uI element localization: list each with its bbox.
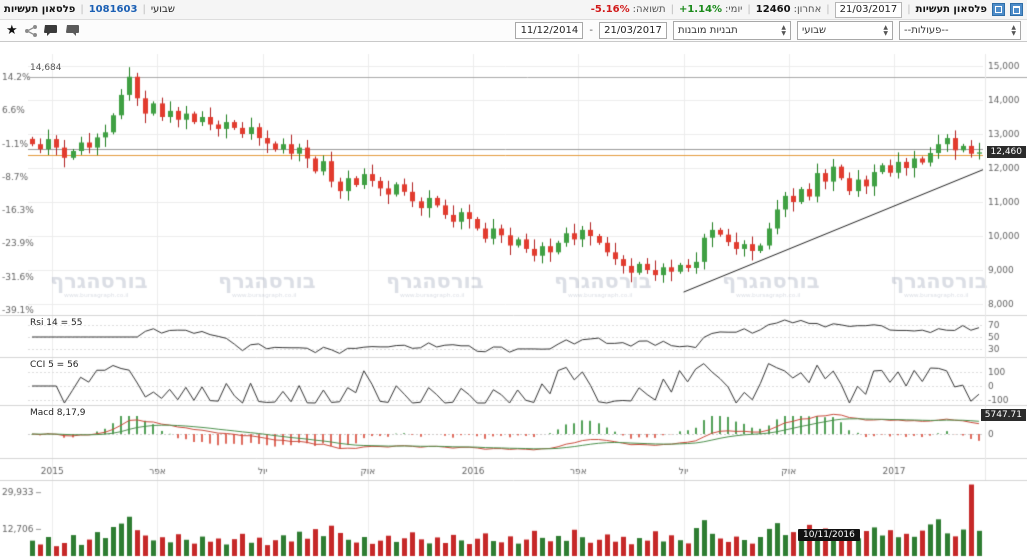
chart-area[interactable]: 14,684 12,460 Rsi 14 = 55 CCI 5 = 56 Mac… — [0, 42, 1027, 558]
separator: | — [670, 4, 674, 15]
share-icon[interactable] — [24, 24, 38, 38]
quote-date: 21/03/2017 — [834, 1, 903, 18]
macd-value-badge: 5747.71 — [980, 409, 1026, 421]
actions-dropdown[interactable]: --פעולות-- ▲ ▼ — [899, 21, 1021, 40]
comments-icon[interactable] — [43, 24, 59, 37]
rsi-pane-label: Rsi 14 = 55 — [30, 318, 83, 328]
expand-icon — [1013, 5, 1020, 14]
templates-dropdown[interactable]: תבניות מובנות ▲ ▼ — [673, 21, 791, 40]
separator: | — [826, 4, 830, 15]
price-chart-canvas[interactable] — [0, 42, 1027, 558]
security-title: פלסאון תעשיות — [4, 4, 76, 15]
separator: | — [142, 4, 146, 15]
separator: | — [907, 4, 911, 15]
high-price-label: 14,684 — [30, 63, 62, 73]
daily-change-value: +1.14% — [678, 4, 723, 15]
toolbar: ★ 11/12/2014 - 21/03/2017 תבניות מובנות … — [0, 20, 1027, 42]
last-price-value: 12460 — [755, 4, 791, 15]
security-title-right: פלסאון תעשיות — [915, 4, 987, 15]
chevron-down-icon: ▲ ▼ — [1011, 23, 1016, 37]
actions-dropdown-value: --פעולות-- — [904, 25, 949, 36]
timeframe-dropdown[interactable]: שבועי ▲ ▼ — [797, 21, 893, 40]
last-price-badge: 12,460 — [986, 146, 1026, 158]
timeframe-dropdown-value: שבועי — [802, 25, 827, 36]
security-id: 1081603 — [88, 4, 138, 15]
expand-button[interactable] — [1010, 3, 1023, 16]
header-bar: פלסאון תעשיות | 1081603 | שבועי -5.16% ת… — [0, 0, 1027, 20]
return-value: -5.16% — [590, 4, 630, 15]
return-label: תשואה: — [632, 4, 666, 15]
chevron-down-icon: ▲ ▼ — [781, 23, 786, 37]
panel-toggle-button[interactable] — [992, 3, 1005, 16]
last-price-label: אחרון: — [793, 4, 822, 15]
volume-date-tooltip: 10/11/2016 — [798, 529, 860, 541]
templates-dropdown-value: תבניות מובנות — [678, 25, 738, 36]
chat-icon[interactable] — [65, 24, 80, 37]
date-from-input[interactable]: 11/12/2014 — [515, 22, 584, 39]
separator: | — [747, 4, 751, 15]
panel-toggle-icon — [995, 6, 1002, 13]
cci-pane-label: CCI 5 = 56 — [30, 360, 79, 370]
separator: | — [80, 4, 84, 15]
chevron-down-icon: ▲ ▼ — [883, 23, 888, 37]
daily-change-label: יומי: — [725, 4, 743, 15]
date-range-separator: - — [589, 25, 593, 36]
favorite-star-icon[interactable]: ★ — [6, 23, 18, 38]
timeframe-label: שבועי — [150, 4, 175, 15]
macd-pane-label: Macd 8,17,9 — [30, 408, 86, 418]
date-to-input[interactable]: 21/03/2017 — [599, 22, 667, 39]
